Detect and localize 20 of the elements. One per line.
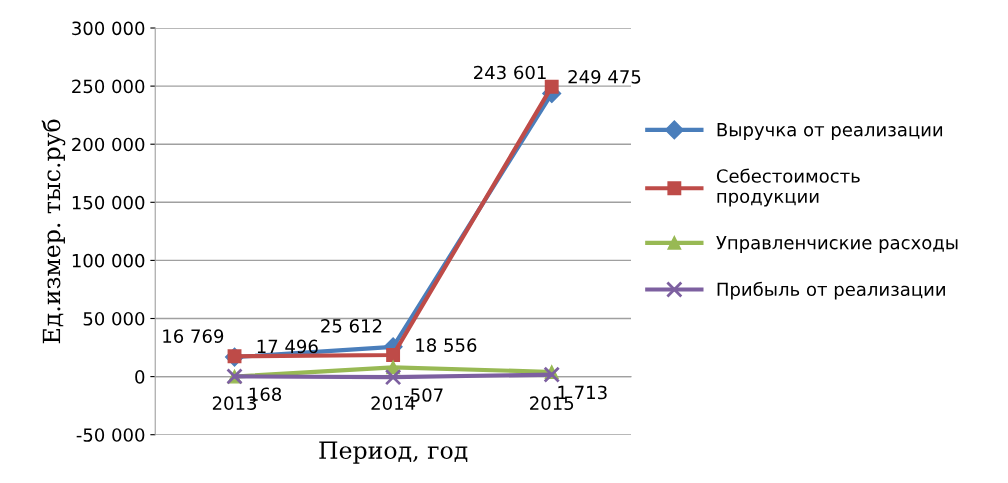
y-tick-label: 0 <box>135 370 145 384</box>
data-label: 18 556 <box>416 338 477 352</box>
legend-label: Управленчиские расходы <box>716 235 958 253</box>
data-label: 249 475 <box>568 69 641 84</box>
data-label: 16 769 <box>163 329 224 343</box>
legend-label: Выручка от реализации <box>717 123 943 140</box>
y-tick-label: 100 000 <box>72 253 145 268</box>
data-label: 17 496 <box>257 339 318 354</box>
data-label: 243 601 <box>474 65 546 80</box>
data-label: 25 612 <box>321 318 382 333</box>
y-tick-label: 50 000 <box>83 311 145 326</box>
y-tick-label: 300 000 <box>72 21 145 36</box>
x-axis-title: Период, год <box>319 441 468 464</box>
y-tick-label: 250 000 <box>72 79 145 94</box>
legend-label: Себестоимость продукции <box>716 168 860 207</box>
legend-label: Прибыль от реализации <box>717 281 945 300</box>
y-tick-label: 200 000 <box>72 137 145 152</box>
y-tick-label: -50 000 <box>76 428 145 442</box>
y-axis-title: Ед.измер. тыс.руб <box>41 119 66 344</box>
y-tick-label: 150 000 <box>72 195 145 210</box>
